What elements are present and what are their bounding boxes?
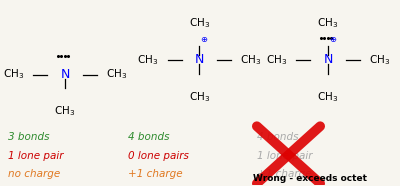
Text: +1 charge: +1 charge [257, 169, 312, 179]
Text: 0 lone pairs: 0 lone pairs [128, 151, 189, 161]
Text: $\mathsf{CH_3}$: $\mathsf{CH_3}$ [189, 16, 210, 30]
Text: no charge: no charge [8, 169, 60, 179]
Text: $\mathsf{CH_3}$: $\mathsf{CH_3}$ [266, 53, 287, 67]
Text: $\mathsf{CH_3}$: $\mathsf{CH_3}$ [369, 53, 390, 67]
Text: $\mathsf{CH_3}$: $\mathsf{CH_3}$ [137, 53, 159, 67]
Text: $\mathsf{N}$: $\mathsf{N}$ [60, 68, 70, 81]
Text: 1 lone pair: 1 lone pair [257, 151, 312, 161]
Text: 3 bonds: 3 bonds [8, 132, 49, 142]
Text: $\mathsf{CH_3}$: $\mathsf{CH_3}$ [106, 68, 127, 81]
Text: $\oplus$: $\oplus$ [200, 35, 208, 44]
Text: $\oplus$: $\oplus$ [329, 35, 337, 44]
Text: $\mathsf{CH_3}$: $\mathsf{CH_3}$ [54, 105, 76, 118]
Text: +1 charge: +1 charge [128, 169, 183, 179]
Text: $\mathsf{CH_3}$: $\mathsf{CH_3}$ [318, 16, 339, 30]
Text: 4 bonds: 4 bonds [257, 132, 298, 142]
Text: $\mathsf{CH_3}$: $\mathsf{CH_3}$ [240, 53, 262, 67]
Text: $\mathsf{CH_3}$: $\mathsf{CH_3}$ [318, 90, 339, 104]
Text: 4 bonds: 4 bonds [128, 132, 170, 142]
Text: $\mathsf{CH_3}$: $\mathsf{CH_3}$ [3, 68, 24, 81]
Text: $\mathsf{N}$: $\mathsf{N}$ [323, 53, 333, 66]
Text: $\mathsf{N}$: $\mathsf{N}$ [194, 53, 204, 66]
Text: $\mathsf{CH_3}$: $\mathsf{CH_3}$ [189, 90, 210, 104]
Text: Wrong - exceeds octet: Wrong - exceeds octet [253, 174, 367, 183]
Text: 1 lone pair: 1 lone pair [8, 151, 63, 161]
